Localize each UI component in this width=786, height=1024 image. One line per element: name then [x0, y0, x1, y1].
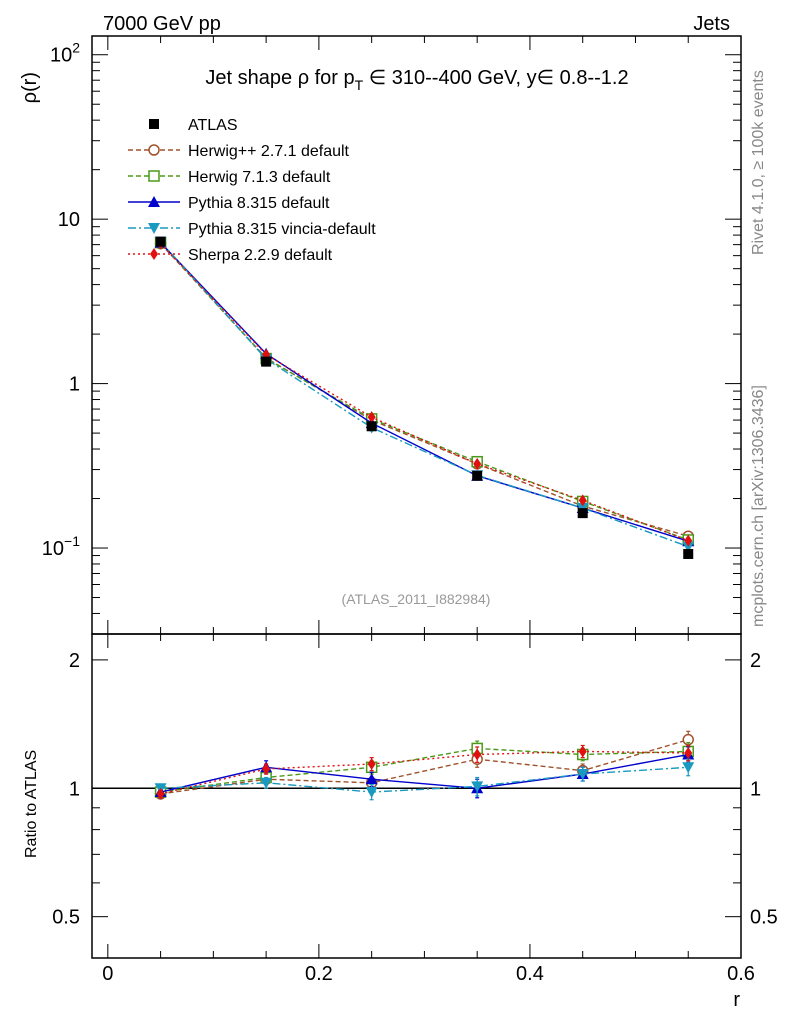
ratio-data-point [682, 762, 695, 774]
legend-label: ATLAS [188, 117, 238, 134]
legend-marker [149, 119, 159, 129]
rivet-label: Rivet 4.1.0, ≥ 100k events [750, 70, 767, 255]
main-data-point [261, 356, 272, 367]
ratio-panel-frame [91, 633, 742, 959]
main-y-tick-label: 1 [69, 374, 80, 396]
analysis-watermark: (ATLAS_2011_I882984) [342, 591, 491, 607]
main-data-point [472, 470, 483, 481]
legend-entry: ATLAS [149, 117, 238, 134]
ratio-y-tick-label-right: 0.5 [750, 907, 778, 929]
ratio-y-axis-label: Ratio to ATLAS [23, 750, 40, 858]
ratio-data-point [156, 787, 165, 800]
main-y-tick-label: 10 [58, 209, 80, 231]
main-data-point [684, 534, 693, 547]
ratio-series-line [160, 750, 689, 795]
main-data-point [578, 494, 587, 507]
chart-title: Jet shape ρ for pT ∈ 310--400 GeV, y∈ 0.… [205, 67, 628, 93]
ratio-data-point [260, 777, 273, 789]
main-series-line [160, 242, 689, 541]
main-series-2 [154, 236, 694, 546]
main-data-point [577, 508, 588, 519]
ratio-data-point [684, 746, 693, 759]
legend-label: Sherpa 2.2.9 default [188, 247, 333, 264]
main-data-point [155, 236, 166, 247]
main-data-point [682, 541, 695, 553]
ratio-series-line [160, 739, 689, 795]
legend-entry: Sherpa 2.2.9 default [128, 247, 333, 264]
header-right: Jets [693, 13, 730, 35]
ratio-series-4 [156, 744, 693, 800]
ratio-y-tick-label: 0.5 [52, 907, 80, 929]
x-tick-label: 0.6 [727, 963, 755, 985]
ratio-y-tick-labels: 0.5 0.5 1 1 2 2 [52, 650, 778, 929]
ratio-y-tick-label-right: 2 [750, 650, 761, 672]
legend-marker [148, 223, 160, 234]
ratio-series-line [160, 747, 689, 793]
main-data-point [683, 548, 694, 559]
x-axis-label: r [733, 989, 740, 1011]
main-y-tick-label: 10−1 [42, 533, 80, 560]
x-tick-label: 0 [102, 963, 113, 985]
legend-marker [148, 144, 160, 156]
legend-label: Pythia 8.315 default [188, 195, 330, 212]
ratio-y-tick-label: 2 [69, 650, 80, 672]
main-series-line [160, 241, 689, 548]
mcplots-label: mcplots.cern.ch [arXiv:1306.3436] [750, 385, 767, 627]
x-tick-labels: 0 0.2 0.4 0.6 [102, 963, 755, 985]
ratio-data-point [473, 748, 482, 761]
main-series-1 [154, 237, 694, 542]
x-tick-label: 0.4 [516, 963, 544, 985]
main-series-4 [154, 236, 695, 553]
ratio-data-point [578, 745, 587, 758]
main-series-3 [154, 236, 695, 547]
main-series-group [154, 236, 695, 559]
main-data-point [473, 457, 482, 470]
header-left: 7000 GeV pp [103, 13, 221, 35]
legend-label: Herwig 7.1.3 default [188, 169, 331, 186]
legend-marker [150, 248, 158, 260]
legend-label: Herwig++ 2.7.1 default [188, 143, 350, 160]
ratio-data-point [367, 758, 376, 771]
ratio-y-tick-label-right: 1 [750, 778, 761, 800]
main-axis-ticks [92, 36, 742, 635]
ratio-data-point [365, 787, 378, 799]
x-tick-label: 0.2 [305, 963, 333, 985]
main-y-axis-label: ρ(r) [19, 72, 41, 103]
ratio-series-line [160, 753, 689, 793]
main-y-tick-labels: 102 10 1 10−1 [42, 40, 80, 560]
ratio-data-point [576, 769, 589, 781]
legend-entry: Pythia 8.315 default [128, 195, 330, 212]
main-data-point [366, 421, 377, 432]
ratio-y-tick-label: 1 [69, 778, 80, 800]
main-data-point [367, 411, 376, 424]
ratio-series-group [154, 730, 695, 801]
main-series-line [160, 242, 689, 542]
ratio-axis-ticks [92, 634, 742, 959]
legend-marker [148, 170, 160, 182]
ratio-series-3 [154, 758, 695, 801]
ratio-data-point [262, 762, 271, 775]
legend: ATLAS Herwig++ 2.7.1 default Herwig 7.1.3 … [128, 117, 376, 264]
ratio-data-point [471, 781, 484, 793]
legend-entry: Pythia 8.315 vincia-default [128, 221, 376, 238]
legend-label: Pythia 8.315 vincia-default [188, 221, 376, 238]
legend-marker [148, 196, 160, 207]
main-series-0 [155, 236, 694, 559]
legend-entry: Herwig 7.1.3 default [128, 169, 331, 186]
ratio-data-point [365, 773, 378, 785]
main-series-line [160, 243, 689, 537]
legend-entry: Herwig++ 2.7.1 default [128, 143, 350, 160]
main-y-tick-label: 102 [50, 40, 80, 67]
main-series-line [160, 243, 689, 542]
main-series-5 [156, 237, 693, 547]
